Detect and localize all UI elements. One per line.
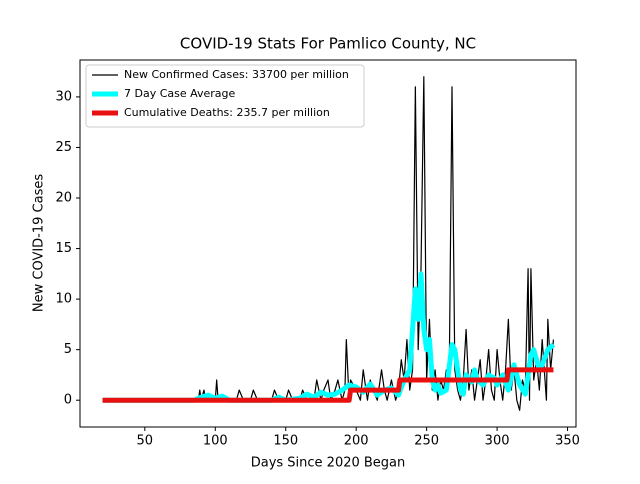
legend: New Confirmed Cases: 33700 per million 7 … — [85, 64, 365, 128]
x-tick-label: 300 — [485, 434, 510, 449]
legend-label: New Confirmed Cases: 33700 per million — [124, 68, 349, 81]
x-tick-label: 200 — [344, 434, 369, 449]
legend-label: 7 Day Case Average — [124, 87, 236, 100]
series-line — [102, 271, 556, 403]
x-tick-label: 100 — [203, 434, 228, 449]
x-tick-label: 250 — [414, 434, 439, 449]
legend-box — [85, 64, 365, 128]
x-tick-label: 50 — [137, 434, 154, 449]
series-line — [102, 76, 555, 411]
x-tick-label: 150 — [273, 434, 298, 449]
y-tick-label: 15 — [55, 241, 72, 256]
series-line — [102, 367, 554, 403]
y-tick-label: 0 — [64, 393, 72, 408]
legend-label: Cumulative Deaths: 235.7 per million — [124, 106, 330, 119]
x-tick-label: 350 — [555, 434, 580, 449]
y-tick-label: 30 — [55, 89, 72, 104]
y-tick-label: 25 — [55, 140, 72, 155]
y-tick-label: 20 — [55, 191, 72, 206]
y-axis-label: New COVID-19 Cases — [32, 174, 47, 312]
y-tick-label: 10 — [55, 292, 72, 307]
chart-title: COVID-19 Stats For Pamlico County, NC — [180, 35, 476, 53]
y-tick-label: 5 — [64, 342, 72, 357]
x-axis-label: Days Since 2020 Began — [251, 456, 406, 471]
axes-frame — [79, 59, 577, 428]
